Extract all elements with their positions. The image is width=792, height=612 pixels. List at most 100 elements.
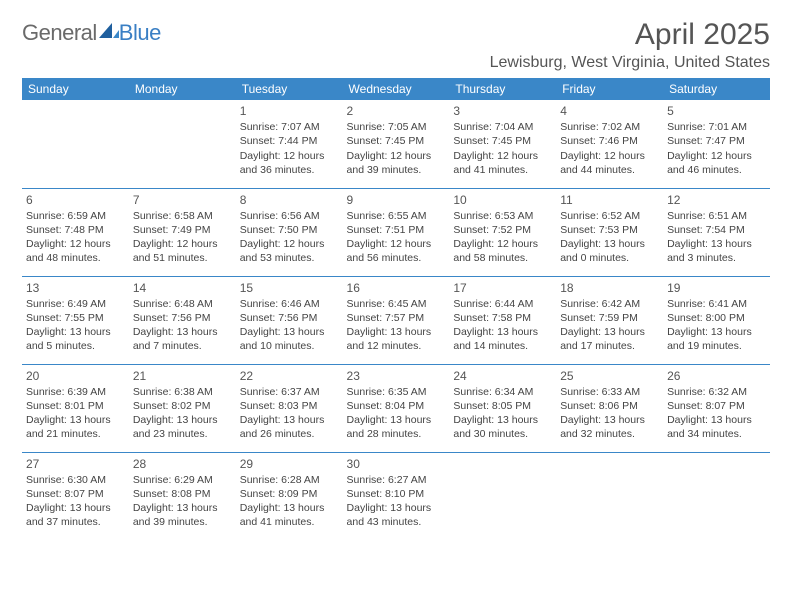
- calendar-day-cell: [449, 452, 556, 540]
- calendar-day-cell: [22, 100, 129, 188]
- sunset-line: Sunset: 7:46 PM: [560, 134, 659, 148]
- sunset-line: Sunset: 7:45 PM: [453, 134, 552, 148]
- calendar-day-cell: 10Sunrise: 6:53 AMSunset: 7:52 PMDayligh…: [449, 188, 556, 276]
- daylight-line: Daylight: 13 hours and 0 minutes.: [560, 237, 659, 265]
- daylight-line: Daylight: 12 hours and 36 minutes.: [240, 149, 339, 177]
- sunrise-line: Sunrise: 7:04 AM: [453, 120, 552, 134]
- sunrise-line: Sunrise: 6:46 AM: [240, 297, 339, 311]
- day-number: 14: [133, 280, 232, 296]
- sunrise-line: Sunrise: 6:56 AM: [240, 209, 339, 223]
- sunset-line: Sunset: 8:06 PM: [560, 399, 659, 413]
- sunset-line: Sunset: 8:10 PM: [347, 487, 446, 501]
- day-number: 9: [347, 192, 446, 208]
- brand-part2: Blue: [119, 20, 161, 46]
- sunrise-line: Sunrise: 6:53 AM: [453, 209, 552, 223]
- sunrise-line: Sunrise: 7:02 AM: [560, 120, 659, 134]
- calendar-day-cell: 1Sunrise: 7:07 AMSunset: 7:44 PMDaylight…: [236, 100, 343, 188]
- sunrise-line: Sunrise: 6:34 AM: [453, 385, 552, 399]
- calendar-day-cell: 3Sunrise: 7:04 AMSunset: 7:45 PMDaylight…: [449, 100, 556, 188]
- day-number: 13: [26, 280, 125, 296]
- day-number: 22: [240, 368, 339, 384]
- calendar-week-row: 13Sunrise: 6:49 AMSunset: 7:55 PMDayligh…: [22, 276, 770, 364]
- daylight-line: Daylight: 13 hours and 19 minutes.: [667, 325, 766, 353]
- calendar-table: Sunday Monday Tuesday Wednesday Thursday…: [22, 78, 770, 540]
- sunset-line: Sunset: 8:08 PM: [133, 487, 232, 501]
- day-number: 12: [667, 192, 766, 208]
- day-number: 21: [133, 368, 232, 384]
- sunrise-line: Sunrise: 6:52 AM: [560, 209, 659, 223]
- sunrise-line: Sunrise: 6:42 AM: [560, 297, 659, 311]
- daylight-line: Daylight: 13 hours and 12 minutes.: [347, 325, 446, 353]
- daylight-line: Daylight: 13 hours and 39 minutes.: [133, 501, 232, 529]
- day-number: 10: [453, 192, 552, 208]
- sunset-line: Sunset: 7:49 PM: [133, 223, 232, 237]
- sunrise-line: Sunrise: 6:37 AM: [240, 385, 339, 399]
- daylight-line: Daylight: 13 hours and 34 minutes.: [667, 413, 766, 441]
- sunrise-line: Sunrise: 6:55 AM: [347, 209, 446, 223]
- sunset-line: Sunset: 7:59 PM: [560, 311, 659, 325]
- sunrise-line: Sunrise: 6:48 AM: [133, 297, 232, 311]
- day-number: 11: [560, 192, 659, 208]
- calendar-day-cell: 22Sunrise: 6:37 AMSunset: 8:03 PMDayligh…: [236, 364, 343, 452]
- calendar-day-cell: 18Sunrise: 6:42 AMSunset: 7:59 PMDayligh…: [556, 276, 663, 364]
- day-number: 30: [347, 456, 446, 472]
- day-number: 7: [133, 192, 232, 208]
- sunset-line: Sunset: 7:47 PM: [667, 134, 766, 148]
- sunrise-line: Sunrise: 6:38 AM: [133, 385, 232, 399]
- calendar-day-cell: 27Sunrise: 6:30 AMSunset: 8:07 PMDayligh…: [22, 452, 129, 540]
- daylight-line: Daylight: 13 hours and 37 minutes.: [26, 501, 125, 529]
- sunrise-line: Sunrise: 6:45 AM: [347, 297, 446, 311]
- sunset-line: Sunset: 7:44 PM: [240, 134, 339, 148]
- calendar-day-cell: 23Sunrise: 6:35 AMSunset: 8:04 PMDayligh…: [343, 364, 450, 452]
- calendar-day-cell: [129, 100, 236, 188]
- day-number: 4: [560, 103, 659, 119]
- calendar-day-cell: 7Sunrise: 6:58 AMSunset: 7:49 PMDaylight…: [129, 188, 236, 276]
- daylight-line: Daylight: 13 hours and 17 minutes.: [560, 325, 659, 353]
- day-number: 2: [347, 103, 446, 119]
- weekday-header: Saturday: [663, 78, 770, 100]
- calendar-day-cell: 8Sunrise: 6:56 AMSunset: 7:50 PMDaylight…: [236, 188, 343, 276]
- day-number: 3: [453, 103, 552, 119]
- calendar-day-cell: 9Sunrise: 6:55 AMSunset: 7:51 PMDaylight…: [343, 188, 450, 276]
- daylight-line: Daylight: 12 hours and 41 minutes.: [453, 149, 552, 177]
- calendar-day-cell: 5Sunrise: 7:01 AMSunset: 7:47 PMDaylight…: [663, 100, 770, 188]
- calendar-day-cell: 11Sunrise: 6:52 AMSunset: 7:53 PMDayligh…: [556, 188, 663, 276]
- day-number: 17: [453, 280, 552, 296]
- day-number: 27: [26, 456, 125, 472]
- sunset-line: Sunset: 8:09 PM: [240, 487, 339, 501]
- sunset-line: Sunset: 7:56 PM: [133, 311, 232, 325]
- calendar-day-cell: [663, 452, 770, 540]
- daylight-line: Daylight: 12 hours and 39 minutes.: [347, 149, 446, 177]
- calendar-day-cell: 12Sunrise: 6:51 AMSunset: 7:54 PMDayligh…: [663, 188, 770, 276]
- daylight-line: Daylight: 12 hours and 53 minutes.: [240, 237, 339, 265]
- day-number: 1: [240, 103, 339, 119]
- calendar-day-cell: [556, 452, 663, 540]
- day-number: 19: [667, 280, 766, 296]
- daylight-line: Daylight: 12 hours and 48 minutes.: [26, 237, 125, 265]
- daylight-line: Daylight: 13 hours and 28 minutes.: [347, 413, 446, 441]
- daylight-line: Daylight: 13 hours and 7 minutes.: [133, 325, 232, 353]
- daylight-line: Daylight: 13 hours and 5 minutes.: [26, 325, 125, 353]
- day-number: 23: [347, 368, 446, 384]
- calendar-day-cell: 19Sunrise: 6:41 AMSunset: 8:00 PMDayligh…: [663, 276, 770, 364]
- weekday-header: Sunday: [22, 78, 129, 100]
- sunset-line: Sunset: 7:53 PM: [560, 223, 659, 237]
- title-block: April 2025 Lewisburg, West Virginia, Uni…: [490, 18, 770, 72]
- sunrise-line: Sunrise: 7:05 AM: [347, 120, 446, 134]
- weekday-header: Monday: [129, 78, 236, 100]
- sunset-line: Sunset: 7:45 PM: [347, 134, 446, 148]
- calendar-day-cell: 29Sunrise: 6:28 AMSunset: 8:09 PMDayligh…: [236, 452, 343, 540]
- weekday-header: Tuesday: [236, 78, 343, 100]
- sunrise-line: Sunrise: 6:51 AM: [667, 209, 766, 223]
- daylight-line: Daylight: 13 hours and 23 minutes.: [133, 413, 232, 441]
- calendar-day-cell: 17Sunrise: 6:44 AMSunset: 7:58 PMDayligh…: [449, 276, 556, 364]
- calendar-day-cell: 2Sunrise: 7:05 AMSunset: 7:45 PMDaylight…: [343, 100, 450, 188]
- page-title: April 2025: [490, 18, 770, 52]
- sunrise-line: Sunrise: 7:01 AM: [667, 120, 766, 134]
- brand-sail-icon: [99, 22, 119, 45]
- daylight-line: Daylight: 13 hours and 41 minutes.: [240, 501, 339, 529]
- sunset-line: Sunset: 8:04 PM: [347, 399, 446, 413]
- sunset-line: Sunset: 8:07 PM: [667, 399, 766, 413]
- weekday-header: Friday: [556, 78, 663, 100]
- sunrise-line: Sunrise: 6:32 AM: [667, 385, 766, 399]
